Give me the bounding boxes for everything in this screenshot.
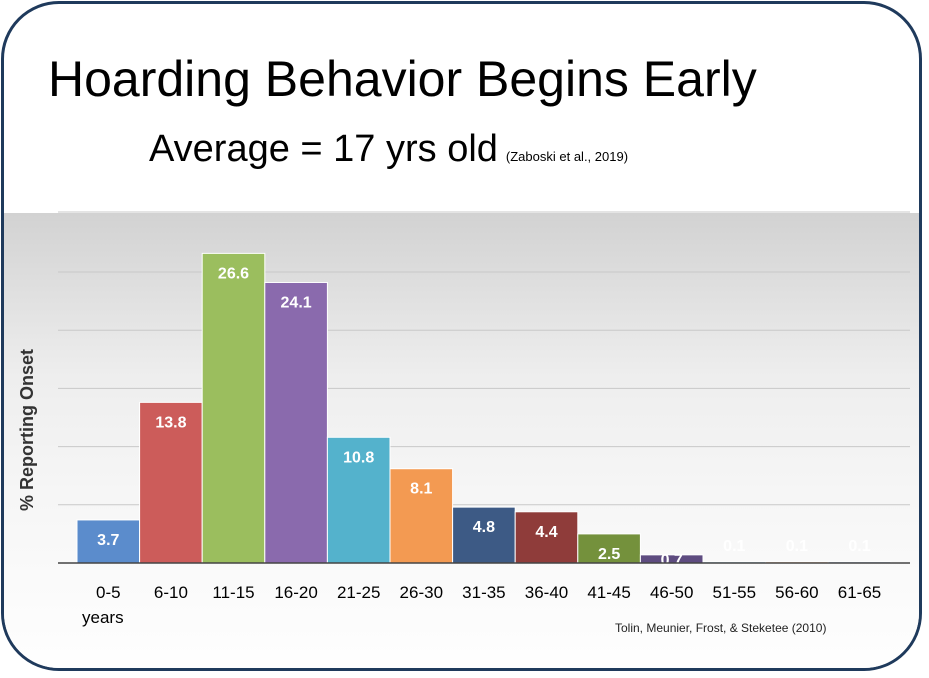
- bar-value-label: 0.1: [723, 538, 745, 555]
- x-tick-label: 16-20: [274, 583, 317, 602]
- y-axis-label: % Reporting Onset: [17, 349, 37, 511]
- x-tick-label: 41-45: [587, 583, 630, 602]
- bar: [201, 252, 266, 564]
- bar-value-label: 10.8: [343, 449, 374, 466]
- subtitle: Average = 17 yrs old: [149, 128, 498, 170]
- bar-value-label: 26.6: [218, 265, 249, 282]
- bar-value-label: 4.8: [473, 519, 495, 536]
- page-title: Hoarding Behavior Begins Early: [48, 51, 757, 107]
- bar: [264, 281, 328, 564]
- x-tick-label: 51-55: [713, 583, 756, 602]
- bar-value-label: 8.1: [410, 481, 432, 498]
- slide-frame: Hoarding Behavior Begins Early Average =…: [1, 1, 922, 671]
- citation: (Zaboski et al., 2019): [505, 149, 629, 164]
- subtitle-line: Average = 17 yrs old (Zaboski et al., 201…: [149, 128, 628, 171]
- x-tick-label: 31-35: [462, 583, 505, 602]
- bar-value-label: 24.1: [281, 294, 312, 311]
- bar-value-label: 2.5: [598, 546, 620, 563]
- bar-value-label: 0.7: [661, 552, 683, 569]
- bar-value-label: 13.8: [155, 414, 186, 431]
- bar-value-label: 4.4: [535, 524, 557, 541]
- bar-chart: 3.7 0-5 13.8 6-10 26.6 11-15 24.1 16-20 10.8 21-2…: [17, 211, 910, 627]
- x-tick-label: 26-30: [400, 583, 443, 602]
- bar-value-label: 0.1: [786, 538, 808, 555]
- x-tick-label: 61-65: [838, 583, 881, 602]
- bar-value-label: 0.1: [848, 538, 870, 555]
- bar: [389, 468, 454, 564]
- x-axis-label: years: [82, 608, 124, 627]
- bar: [452, 506, 516, 564]
- x-tick-label: 11-15: [212, 583, 254, 602]
- x-tick-label: 46-50: [650, 583, 693, 602]
- x-tick-label: 36-40: [525, 583, 568, 602]
- x-tick-label: 56-60: [775, 583, 818, 602]
- x-tick-label: 0-5: [96, 583, 121, 602]
- x-tick-label: 6-10: [154, 583, 188, 602]
- x-tick-label: 21-25: [337, 583, 380, 602]
- bar: [514, 511, 579, 564]
- source-note: Tolin, Meunier, Frost, & Steketee (2010): [615, 621, 827, 635]
- bar-value-label: 3.7: [97, 532, 119, 549]
